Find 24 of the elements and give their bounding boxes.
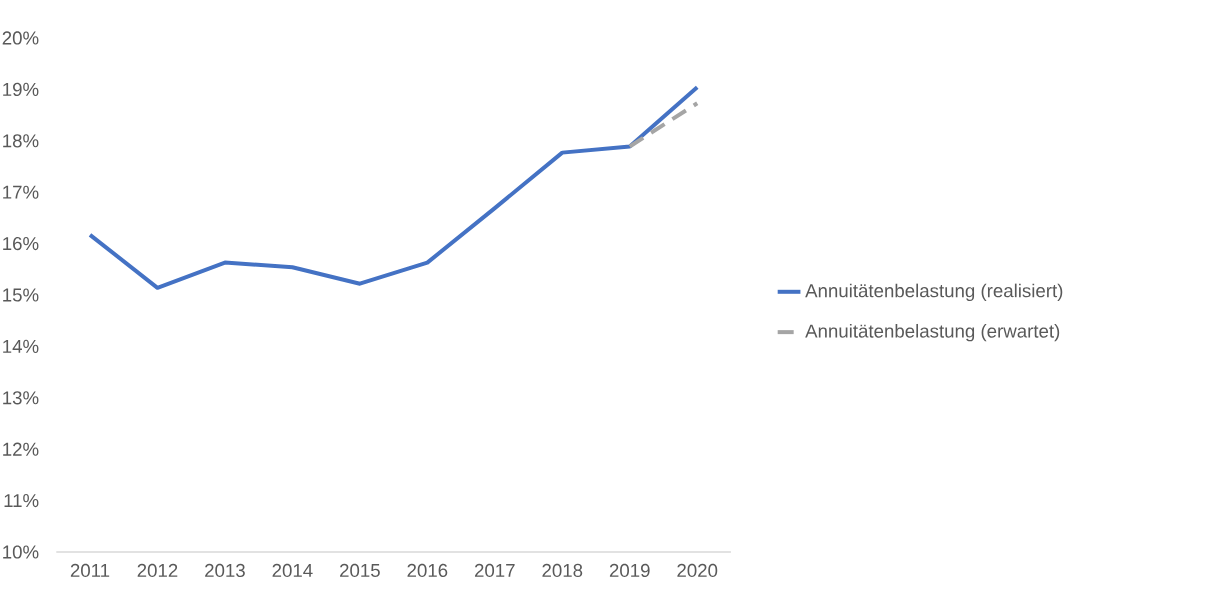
x-tick-label: 2013: [205, 563, 245, 578]
y-tick-label: 20%: [2, 31, 39, 45]
x-tick-label: 2018: [542, 563, 583, 578]
y-tick-label: 12%: [3, 442, 39, 456]
x-tick-label: 2016: [407, 563, 448, 578]
y-tick-label: 10%: [3, 545, 39, 559]
line-series: [88, 85, 700, 290]
y-tick-label: 13%: [3, 391, 39, 405]
x-tick-label: 2015: [340, 563, 380, 578]
x-tick-label: 2014: [272, 563, 313, 578]
x-tick-label: 2020: [677, 563, 718, 578]
x-tick-label: 2012: [137, 563, 178, 578]
x-tick-label: 2019: [609, 563, 650, 578]
y-tick-label: 11%: [4, 494, 39, 508]
x-tick-label: 2011: [70, 563, 110, 578]
y-tick-label: 16%: [3, 236, 39, 251]
y-tick-label: 18%: [3, 134, 39, 148]
y-tick-label: 15%: [3, 288, 39, 302]
y-tick-label: 19%: [3, 82, 39, 97]
x-tick-label: 2017: [474, 563, 515, 578]
y-tick-label: 14%: [3, 339, 39, 353]
y-tick-label: 17%: [3, 185, 39, 199]
legend-label: Annuitätenbelastung (realisiert): [805, 283, 1063, 302]
legend-label: Annuitätenbelastung (erwartet): [805, 323, 1060, 342]
